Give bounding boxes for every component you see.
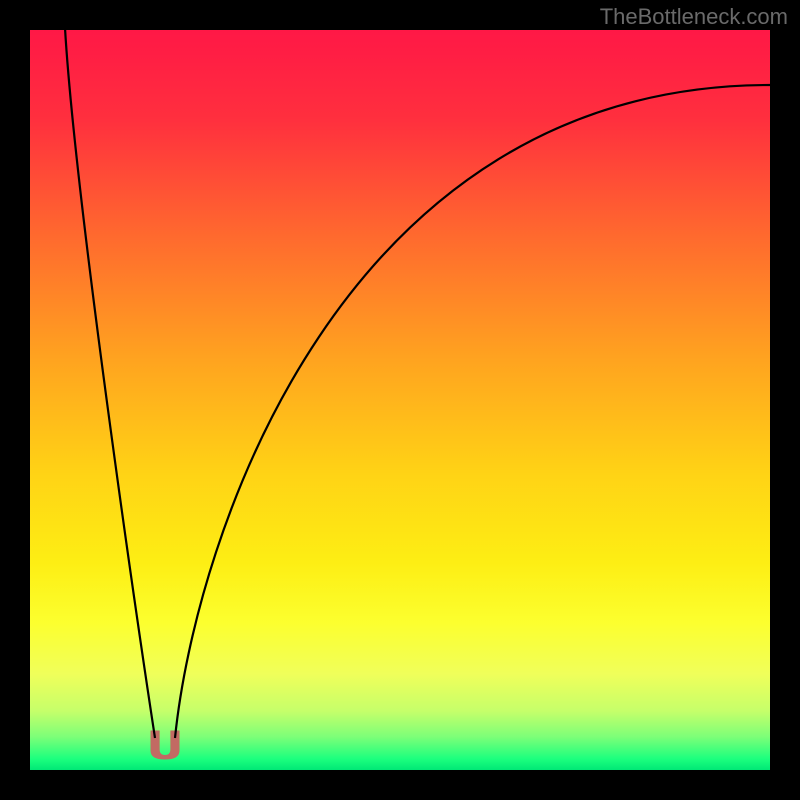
plot-background	[30, 30, 770, 770]
watermark-text: TheBottleneck.com	[600, 4, 788, 30]
chart-container: TheBottleneck.com	[0, 0, 800, 800]
bottleneck-chart	[0, 0, 800, 800]
